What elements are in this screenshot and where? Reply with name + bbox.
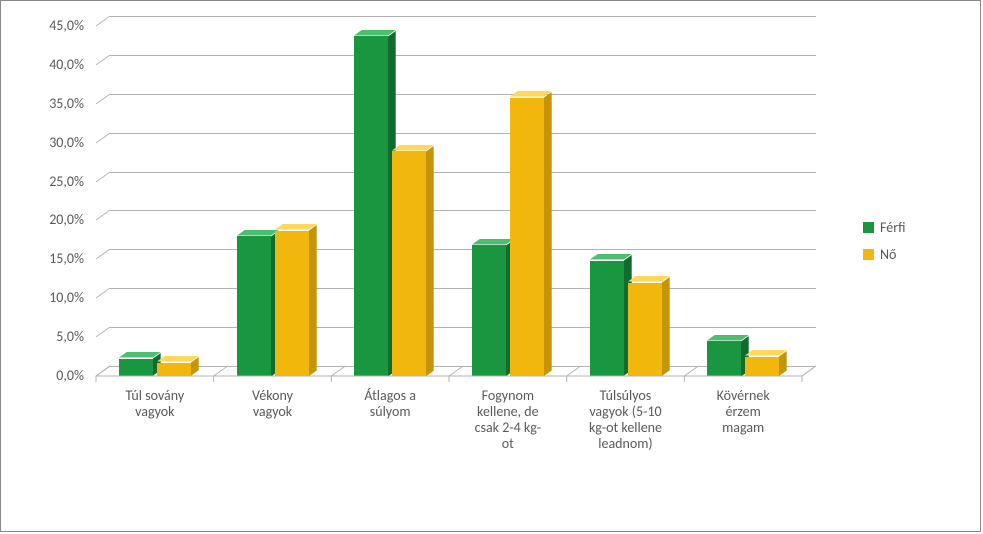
legend-swatch-ferfi xyxy=(863,222,874,233)
x-tick-label: Kövérnekérzemmagam xyxy=(684,388,802,436)
legend-label-no: Nő xyxy=(880,246,896,263)
y-tick-label: 20,0% xyxy=(4,211,84,228)
x-tick-label: Fogynomkellene, decsak 2-4 kg-ot xyxy=(449,388,567,452)
bar-front xyxy=(510,98,544,376)
bar xyxy=(472,245,506,376)
chart-frame: 0,0% 5,0% 10,0% 15,0% 20,0% 25,0% 30,0% 35,0% 40… xyxy=(0,0,981,532)
bar-front xyxy=(472,245,506,376)
y-tick-label: 45,0% xyxy=(4,17,84,34)
bar-front xyxy=(275,231,309,376)
y-tick-label: 10,0% xyxy=(4,289,84,306)
bar-front xyxy=(354,36,388,376)
gridline xyxy=(110,16,816,17)
bar-front xyxy=(628,283,662,376)
bar xyxy=(275,231,309,376)
legend-swatch-no xyxy=(863,249,874,260)
bar-side xyxy=(544,92,553,376)
legend: Férfi Nő xyxy=(863,219,905,273)
bar xyxy=(510,98,544,376)
y-tick-label: 35,0% xyxy=(4,95,84,112)
bar xyxy=(590,261,624,376)
y-tick-label: 5,0% xyxy=(4,328,84,345)
x-tick-label: Vékonyvagyok xyxy=(214,388,332,420)
bar-front xyxy=(392,151,426,376)
y-tick-label: 25,0% xyxy=(4,173,84,190)
x-tick-label: Túl soványvagyok xyxy=(96,388,214,420)
bar-front xyxy=(590,261,624,376)
bar-side xyxy=(662,277,671,376)
y-tick-label: 40,0% xyxy=(4,56,84,73)
bar-side xyxy=(309,225,318,376)
legend-item-no: Nő xyxy=(863,246,905,263)
plot-area xyxy=(96,26,816,376)
x-tick-label: Túlsúlyosvagyok (5-10kg-ot kelleneleadno… xyxy=(567,388,685,452)
legend-item-ferfi: Férfi xyxy=(863,219,905,236)
bar xyxy=(237,236,271,376)
bar xyxy=(628,283,662,376)
bar-front xyxy=(237,236,271,376)
bar-group-container xyxy=(96,26,816,376)
y-tick-label: 15,0% xyxy=(4,250,84,267)
bar xyxy=(392,151,426,376)
y-tick-label: 0,0% xyxy=(4,367,84,384)
x-tick-label: Átlagos asúlyom xyxy=(331,388,449,420)
y-tick-label: 30,0% xyxy=(4,134,84,151)
bar-side xyxy=(426,146,435,376)
bar xyxy=(354,36,388,376)
legend-label-ferfi: Férfi xyxy=(880,219,905,236)
